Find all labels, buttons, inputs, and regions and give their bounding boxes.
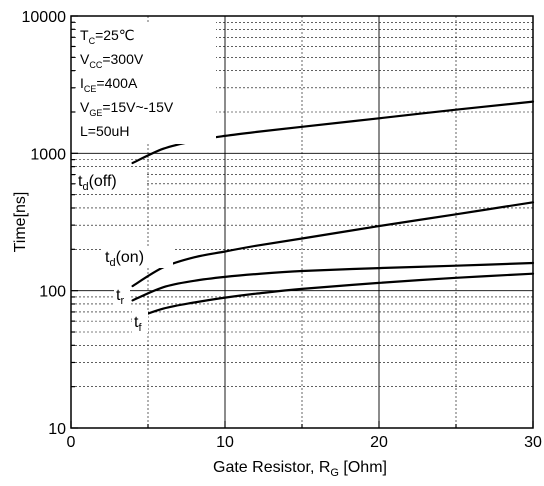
series-line-tdoff — [131, 100, 535, 165]
series-label-tf: tf — [134, 314, 142, 334]
y-tick-label: 1000 — [30, 146, 66, 163]
x-axis-label-sub: G — [330, 467, 339, 479]
x-axis-label-main: Gate Resistor, R — [213, 459, 330, 476]
test-conditions: TC=25℃ VCC=300V ICE=400A VGE=15V~-15V L=50uH — [76, 22, 216, 144]
series-label-background — [114, 284, 130, 306]
x-axis-label-unit: [Ohm] — [339, 459, 387, 476]
series-label-tr: tr — [116, 287, 124, 307]
series-label-background — [132, 311, 148, 333]
y-axis-label: Time[ns] — [12, 192, 29, 253]
curves — [131, 100, 535, 321]
condition-line: TC=25℃ — [80, 27, 135, 46]
y-tick-label: 10000 — [22, 9, 67, 26]
condition-line: VGE=15V~-15V — [80, 99, 174, 118]
series-line-tdon — [131, 201, 535, 288]
y-tick-label: 100 — [39, 284, 66, 301]
x-axis-label: Gate Resistor, RG [Ohm] — [213, 459, 387, 479]
x-tick-label: 10 — [216, 434, 234, 451]
condition-line: VCC=300V — [80, 51, 144, 70]
y-tick-label: 10 — [48, 421, 66, 438]
x-tick-label: 0 — [67, 434, 76, 451]
series-label-background — [103, 246, 173, 268]
series-line-tf — [131, 272, 535, 321]
series-label-tdoff: td(off) — [78, 173, 117, 193]
condition-line: L=50uH — [80, 123, 129, 139]
conditions-background — [76, 22, 216, 144]
x-tick-label: 30 — [524, 434, 542, 451]
series-label-background — [76, 170, 146, 192]
x-tick-label: 20 — [370, 434, 388, 451]
series-label-tdon: td(on) — [105, 249, 144, 269]
tick-marks — [70, 15, 534, 429]
series-line-tr — [131, 261, 535, 302]
condition-line: ICE=400A — [80, 75, 138, 94]
